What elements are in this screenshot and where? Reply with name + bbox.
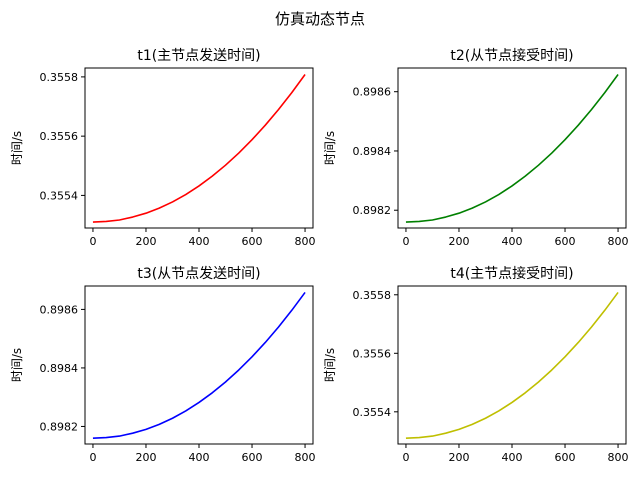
y-tick-label: 0.8986	[40, 303, 79, 316]
x-tick-label: 400	[502, 235, 523, 248]
x-tick-label: 200	[448, 235, 469, 248]
y-tick-label: 0.8982	[353, 204, 392, 217]
y-axis-label: 时间/s	[323, 348, 337, 382]
y-tick-label: 0.3556	[353, 347, 392, 360]
axes-frame	[397, 285, 627, 445]
y-tick-label: 0.8982	[40, 420, 79, 433]
x-tick-label: 0	[89, 451, 96, 464]
series-line	[92, 291, 306, 439]
x-tick-label: 600	[242, 451, 263, 464]
subplot-2: t2(从节点接受时间) 时间/s 0 200 400 600 800 0.8982 0.8984…	[323, 47, 629, 248]
x-tick-label: 400	[189, 451, 210, 464]
x-tick-label: 800	[608, 235, 629, 248]
subplot-title: t2(从节点接受时间)	[450, 47, 573, 64]
subplot-1: t1(主节点发送时间) 时间/s 0 200 400 600 800 0.3554 0.3556…	[10, 48, 316, 248]
x-tick-label: 0	[402, 451, 409, 464]
subplot-title: t3(从节点发送时间)	[137, 266, 260, 282]
x-tick-label: 200	[135, 235, 156, 248]
y-axis-label: 时间/s	[10, 131, 24, 165]
x-tick-label: 200	[448, 451, 469, 464]
subplot-title: t1(主节点发送时间)	[137, 48, 260, 64]
y-tick-label: 0.3558	[353, 289, 392, 302]
y-tick-label: 0.3554	[40, 189, 79, 202]
x-tick-label: 800	[608, 451, 629, 464]
y-axis-label: 时间/s	[323, 131, 337, 165]
y-tick-label: 0.8984	[40, 362, 79, 375]
y-tick-label: 0.8984	[353, 145, 392, 158]
x-tick-label: 200	[135, 451, 156, 464]
subplot-title: t4(主节点接受时间)	[450, 265, 573, 282]
y-tick-label: 0.3554	[353, 406, 392, 419]
x-tick-label: 0	[89, 235, 96, 248]
axes-frame	[84, 67, 314, 229]
x-tick-label: 400	[502, 451, 523, 464]
x-tick-label: 600	[555, 235, 576, 248]
x-tick-label: 0	[402, 235, 409, 248]
subplot-4: t4(主节点接受时间) 时间/s 0 200 400 600 800 0.3554 0.3556…	[323, 265, 629, 464]
y-axis-label: 时间/s	[10, 348, 24, 382]
axes-frame	[84, 285, 314, 445]
figure-title: 仿真动态节点	[274, 10, 365, 28]
series-line	[405, 291, 619, 439]
x-tick-label: 600	[555, 451, 576, 464]
series-line	[92, 74, 306, 223]
x-tick-label: 800	[295, 235, 316, 248]
y-tick-label: 0.8986	[353, 86, 392, 99]
x-tick-label: 800	[295, 451, 316, 464]
series-line	[405, 74, 619, 223]
x-tick-label: 600	[242, 235, 263, 248]
subplot-3: t3(从节点发送时间) 时间/s 0 200 400 600 800 0.8982 0.8984…	[10, 266, 316, 464]
x-tick-label: 400	[189, 235, 210, 248]
y-tick-label: 0.3556	[40, 130, 79, 143]
axes-frame	[397, 67, 627, 229]
y-tick-label: 0.3558	[40, 71, 79, 84]
